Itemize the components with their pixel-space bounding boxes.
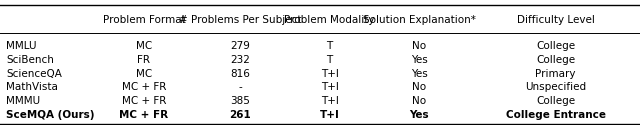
Text: Yes: Yes xyxy=(411,69,428,79)
Text: MMMU: MMMU xyxy=(6,96,40,106)
Text: Solution Explanation*: Solution Explanation* xyxy=(363,15,476,25)
Text: Difficulty Level: Difficulty Level xyxy=(516,15,595,25)
Text: No: No xyxy=(412,82,426,92)
Text: 816: 816 xyxy=(230,69,250,79)
Text: ScienceQA: ScienceQA xyxy=(6,69,62,79)
Text: MC: MC xyxy=(136,69,152,79)
Text: 232: 232 xyxy=(230,55,250,65)
Text: 261: 261 xyxy=(229,110,251,120)
Text: FR: FR xyxy=(138,55,150,65)
Text: College: College xyxy=(536,55,575,65)
Text: 279: 279 xyxy=(230,41,250,51)
Text: T: T xyxy=(326,55,333,65)
Text: SciBench: SciBench xyxy=(6,55,54,65)
Text: -: - xyxy=(238,82,242,92)
Text: T+I: T+I xyxy=(319,110,340,120)
Text: T+I: T+I xyxy=(321,69,339,79)
Text: Problem Modality: Problem Modality xyxy=(284,15,375,25)
Text: MC + FR: MC + FR xyxy=(122,96,166,106)
Text: # Problems Per Subject: # Problems Per Subject xyxy=(179,15,301,25)
Text: 385: 385 xyxy=(230,96,250,106)
Text: SceMQA (Ours): SceMQA (Ours) xyxy=(6,110,95,120)
Text: No: No xyxy=(412,96,426,106)
Text: MC: MC xyxy=(136,41,152,51)
Text: Primary: Primary xyxy=(535,69,576,79)
Text: Yes: Yes xyxy=(410,110,429,120)
Text: T+I: T+I xyxy=(321,96,339,106)
Text: MC + FR: MC + FR xyxy=(122,82,166,92)
Text: MathVista: MathVista xyxy=(6,82,58,92)
Text: MMLU: MMLU xyxy=(6,41,37,51)
Text: T+I: T+I xyxy=(321,82,339,92)
Text: Problem Format: Problem Format xyxy=(102,15,186,25)
Text: Unspecified: Unspecified xyxy=(525,82,586,92)
Text: Yes: Yes xyxy=(411,55,428,65)
Text: No: No xyxy=(412,41,426,51)
Text: College Entrance: College Entrance xyxy=(506,110,605,120)
Text: College: College xyxy=(536,96,575,106)
Text: T: T xyxy=(326,41,333,51)
Text: College: College xyxy=(536,41,575,51)
Text: MC + FR: MC + FR xyxy=(120,110,168,120)
